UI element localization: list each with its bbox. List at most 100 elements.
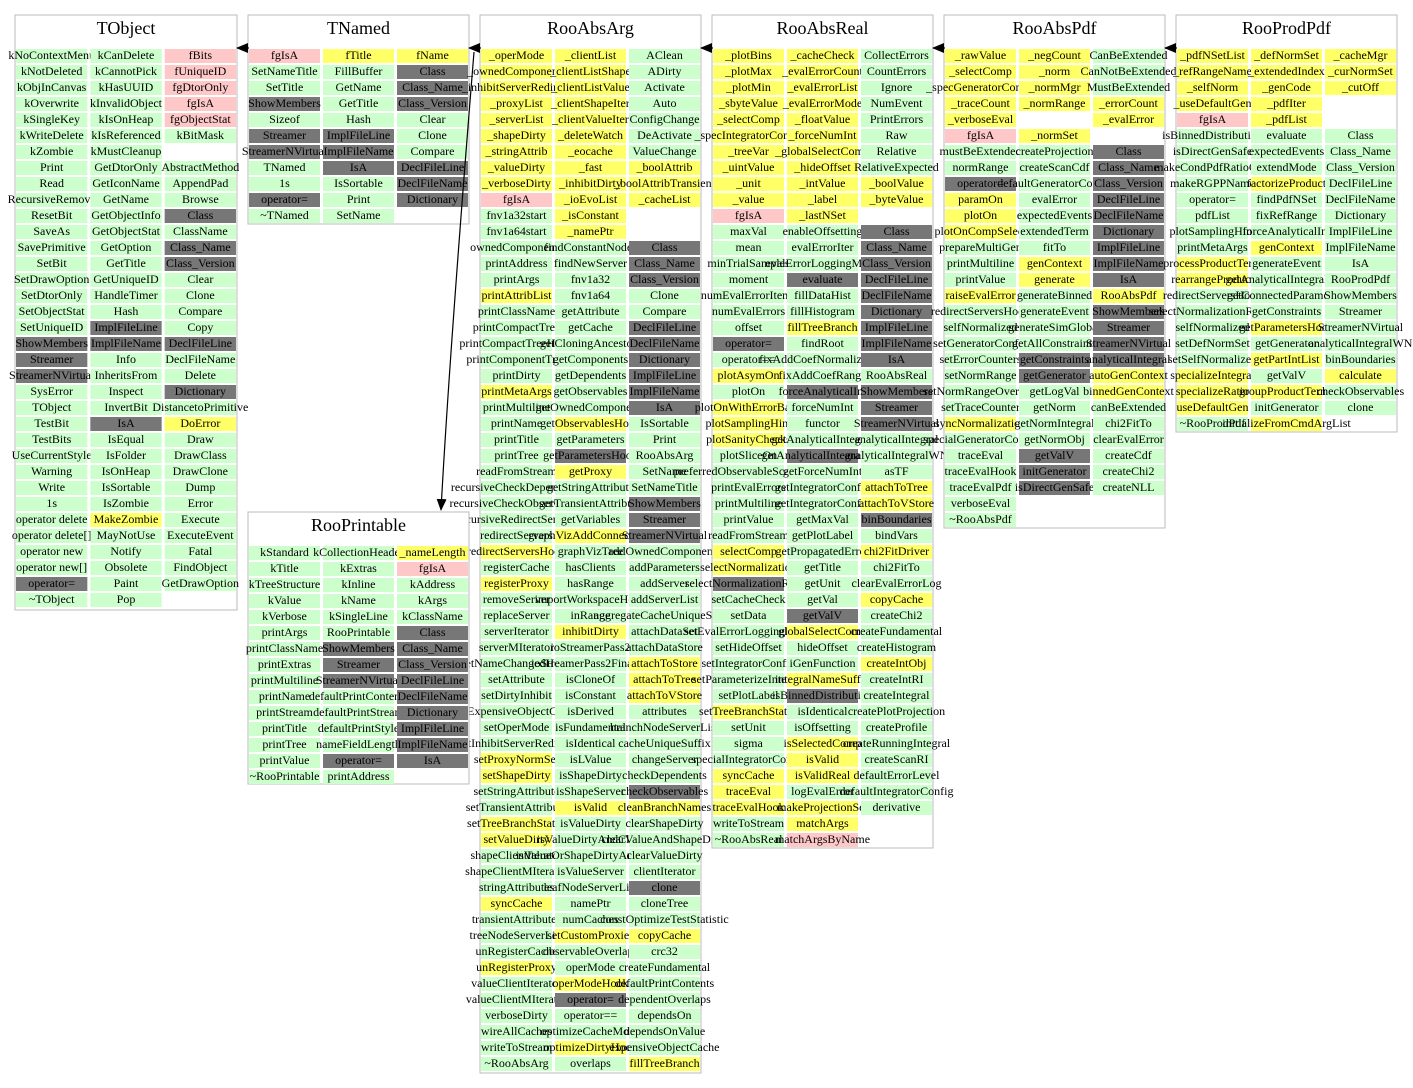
member-cell [164,273,236,287]
member-cell [481,929,552,943]
member-cell [555,545,626,559]
member-label: traceEvalHook [945,464,1017,478]
member-cell [1093,465,1164,479]
member-label: DeclFileName [165,352,235,366]
member-cell [16,113,88,127]
member-label: selectNormalizationRange [685,576,812,590]
member-label: printExtras [258,657,312,671]
member-cell [787,577,858,591]
member-label: clearValueAndShapeDirty [602,832,728,846]
member-cell [90,401,162,415]
member-cell [16,193,88,207]
member-label: getTransientAttribute [539,496,642,510]
member-label: Clone [418,128,447,142]
member-label: printMetaArgs [1177,240,1248,254]
member-cell [629,529,700,543]
member-cell [90,481,162,495]
member-cell [481,417,552,431]
member-label: Fatal [188,544,213,558]
member-label: factorizeProduct [1247,176,1327,190]
member-label: _clientListValue [550,80,630,94]
member-label: Class [187,208,213,222]
member-cell [1019,273,1090,287]
member-label: Clone [650,288,679,302]
member-cell [397,594,468,608]
member-cell [481,145,552,159]
member-cell [90,145,162,159]
member-cell [555,161,626,175]
member-label: _serverList [489,112,545,126]
member-cell [90,273,162,287]
member-label: ImplFileLine [401,721,464,735]
member-cell [713,481,784,495]
member-label: analyticalIntegral [1087,352,1172,366]
member-cell [1093,145,1164,159]
member-cell [164,161,236,175]
member-cell [16,129,88,143]
member-cell [713,65,784,79]
member-cell [713,497,784,511]
member-label: setValueDirty [484,832,550,846]
member-cell [1251,97,1322,111]
member-label: GetOption [101,240,152,254]
member-label: printAddress [328,769,390,783]
member-label: DeclFileLine [401,160,464,174]
member-label: getMaxVal [796,512,849,526]
member-label: Delete [185,368,216,382]
member-cell [629,1041,700,1055]
member-label: _defNormSet [1253,48,1319,62]
member-cell [945,369,1016,383]
member-cell [481,305,552,319]
class-title: RooProdPdf [1242,18,1331,38]
member-label: kTitle [270,561,298,575]
member-cell [1325,65,1396,79]
member-label: FillBuffer [335,64,383,78]
member-cell [787,81,858,95]
member-cell [861,289,932,303]
member-label: clearEvalErrorLog [852,576,942,590]
member-label: MayNotUse [97,528,156,542]
member-cell [481,673,552,687]
member-cell [1093,353,1164,367]
member-label: setGeneratorConfig [933,336,1028,350]
member-label: operator= [725,336,772,350]
member-cell [555,481,626,495]
member-label: getNorm [1033,400,1076,414]
member-label: getConstraints [1020,352,1090,366]
member-label: integralNameSuffix [775,672,870,686]
member-label: Draw [187,432,214,446]
member-cell [397,81,468,95]
member-cell [323,658,394,672]
member-cell [555,529,626,543]
member-label: Activate [644,80,685,94]
member-cell [90,497,162,511]
member-label: ioStreamerPass2 [551,640,631,654]
member-cell [323,706,394,720]
member-label: binBoundaries [862,512,932,526]
member-label: fillDataHist [794,288,851,302]
member-label: printCompactTreeHook [459,336,573,350]
member-cell [713,593,784,607]
member-cell [861,337,932,351]
member-label: writeToStream [713,816,785,830]
member-cell [323,626,394,640]
member-cell [787,257,858,271]
member-label: RooAbsPdf [1100,288,1156,302]
member-label: makeCondPdfRatioCorr [1154,160,1271,174]
member-label: printMetaArgs [481,384,552,398]
member-cell [861,737,932,751]
member-label: NumEvent [871,96,924,110]
member-cell [481,737,552,751]
member-cell [713,113,784,127]
member-cell [481,865,552,879]
member-cell [481,1057,552,1071]
member-cell [164,449,236,463]
member-cell [861,449,932,463]
member-cell [787,465,858,479]
member-cell [1325,289,1396,303]
member-label: MakeZombie [94,512,159,526]
member-label: plotSamplingHint [1169,224,1256,238]
member-cell [1325,193,1396,207]
member-cell [945,385,1016,399]
member-cell [555,449,626,463]
